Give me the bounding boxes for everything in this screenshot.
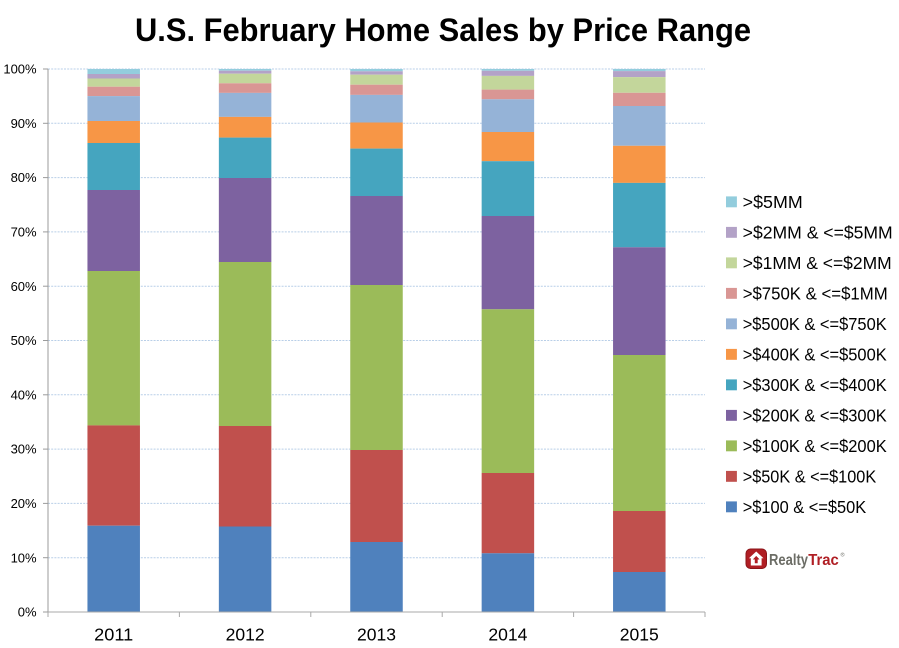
svg-text:>$400K & <=$500K: >$400K & <=$500K (743, 345, 887, 365)
svg-text:Realty: Realty (769, 552, 808, 569)
svg-text:>$200K & <=$300K: >$200K & <=$300K (743, 406, 887, 426)
svg-text:60%: 60% (11, 279, 37, 294)
svg-text:10%: 10% (11, 550, 37, 565)
svg-text:50%: 50% (11, 333, 37, 348)
svg-text:100%: 100% (3, 62, 37, 77)
svg-text:>$100 & <=$50K: >$100 & <=$50K (743, 497, 867, 517)
svg-text:20%: 20% (11, 496, 37, 511)
svg-text:>$750K & <=$1MM: >$750K & <=$1MM (743, 284, 888, 304)
svg-text:70%: 70% (11, 225, 37, 240)
svg-text:>$100K & <=$200K: >$100K & <=$200K (743, 436, 887, 456)
svg-text:30%: 30% (11, 442, 37, 457)
svg-text:2011: 2011 (94, 625, 133, 645)
svg-text:>$50K & <=$100K: >$50K & <=$100K (743, 467, 877, 487)
svg-text:Trac: Trac (808, 552, 839, 569)
svg-text:®: ® (841, 551, 845, 558)
svg-text:40%: 40% (11, 387, 37, 402)
svg-text:2012: 2012 (226, 625, 265, 645)
svg-text:U.S. February Home Sales by Pr: U.S. February Home Sales by Price Range (135, 12, 751, 48)
svg-text:80%: 80% (11, 170, 37, 185)
svg-text:>$2MM & <=$5MM: >$2MM & <=$5MM (743, 223, 893, 243)
svg-text:2015: 2015 (620, 625, 659, 645)
svg-text:2014: 2014 (488, 625, 527, 645)
svg-text:>$1MM & <=$2MM: >$1MM & <=$2MM (743, 253, 892, 273)
svg-text:>$5MM: >$5MM (743, 192, 803, 212)
svg-text:>$500K & <=$750K: >$500K & <=$750K (743, 314, 887, 334)
svg-text:90%: 90% (11, 116, 37, 131)
svg-text:2013: 2013 (357, 625, 396, 645)
svg-text:>$300K & <=$400K: >$300K & <=$400K (743, 375, 887, 395)
svg-text:0%: 0% (18, 605, 37, 620)
